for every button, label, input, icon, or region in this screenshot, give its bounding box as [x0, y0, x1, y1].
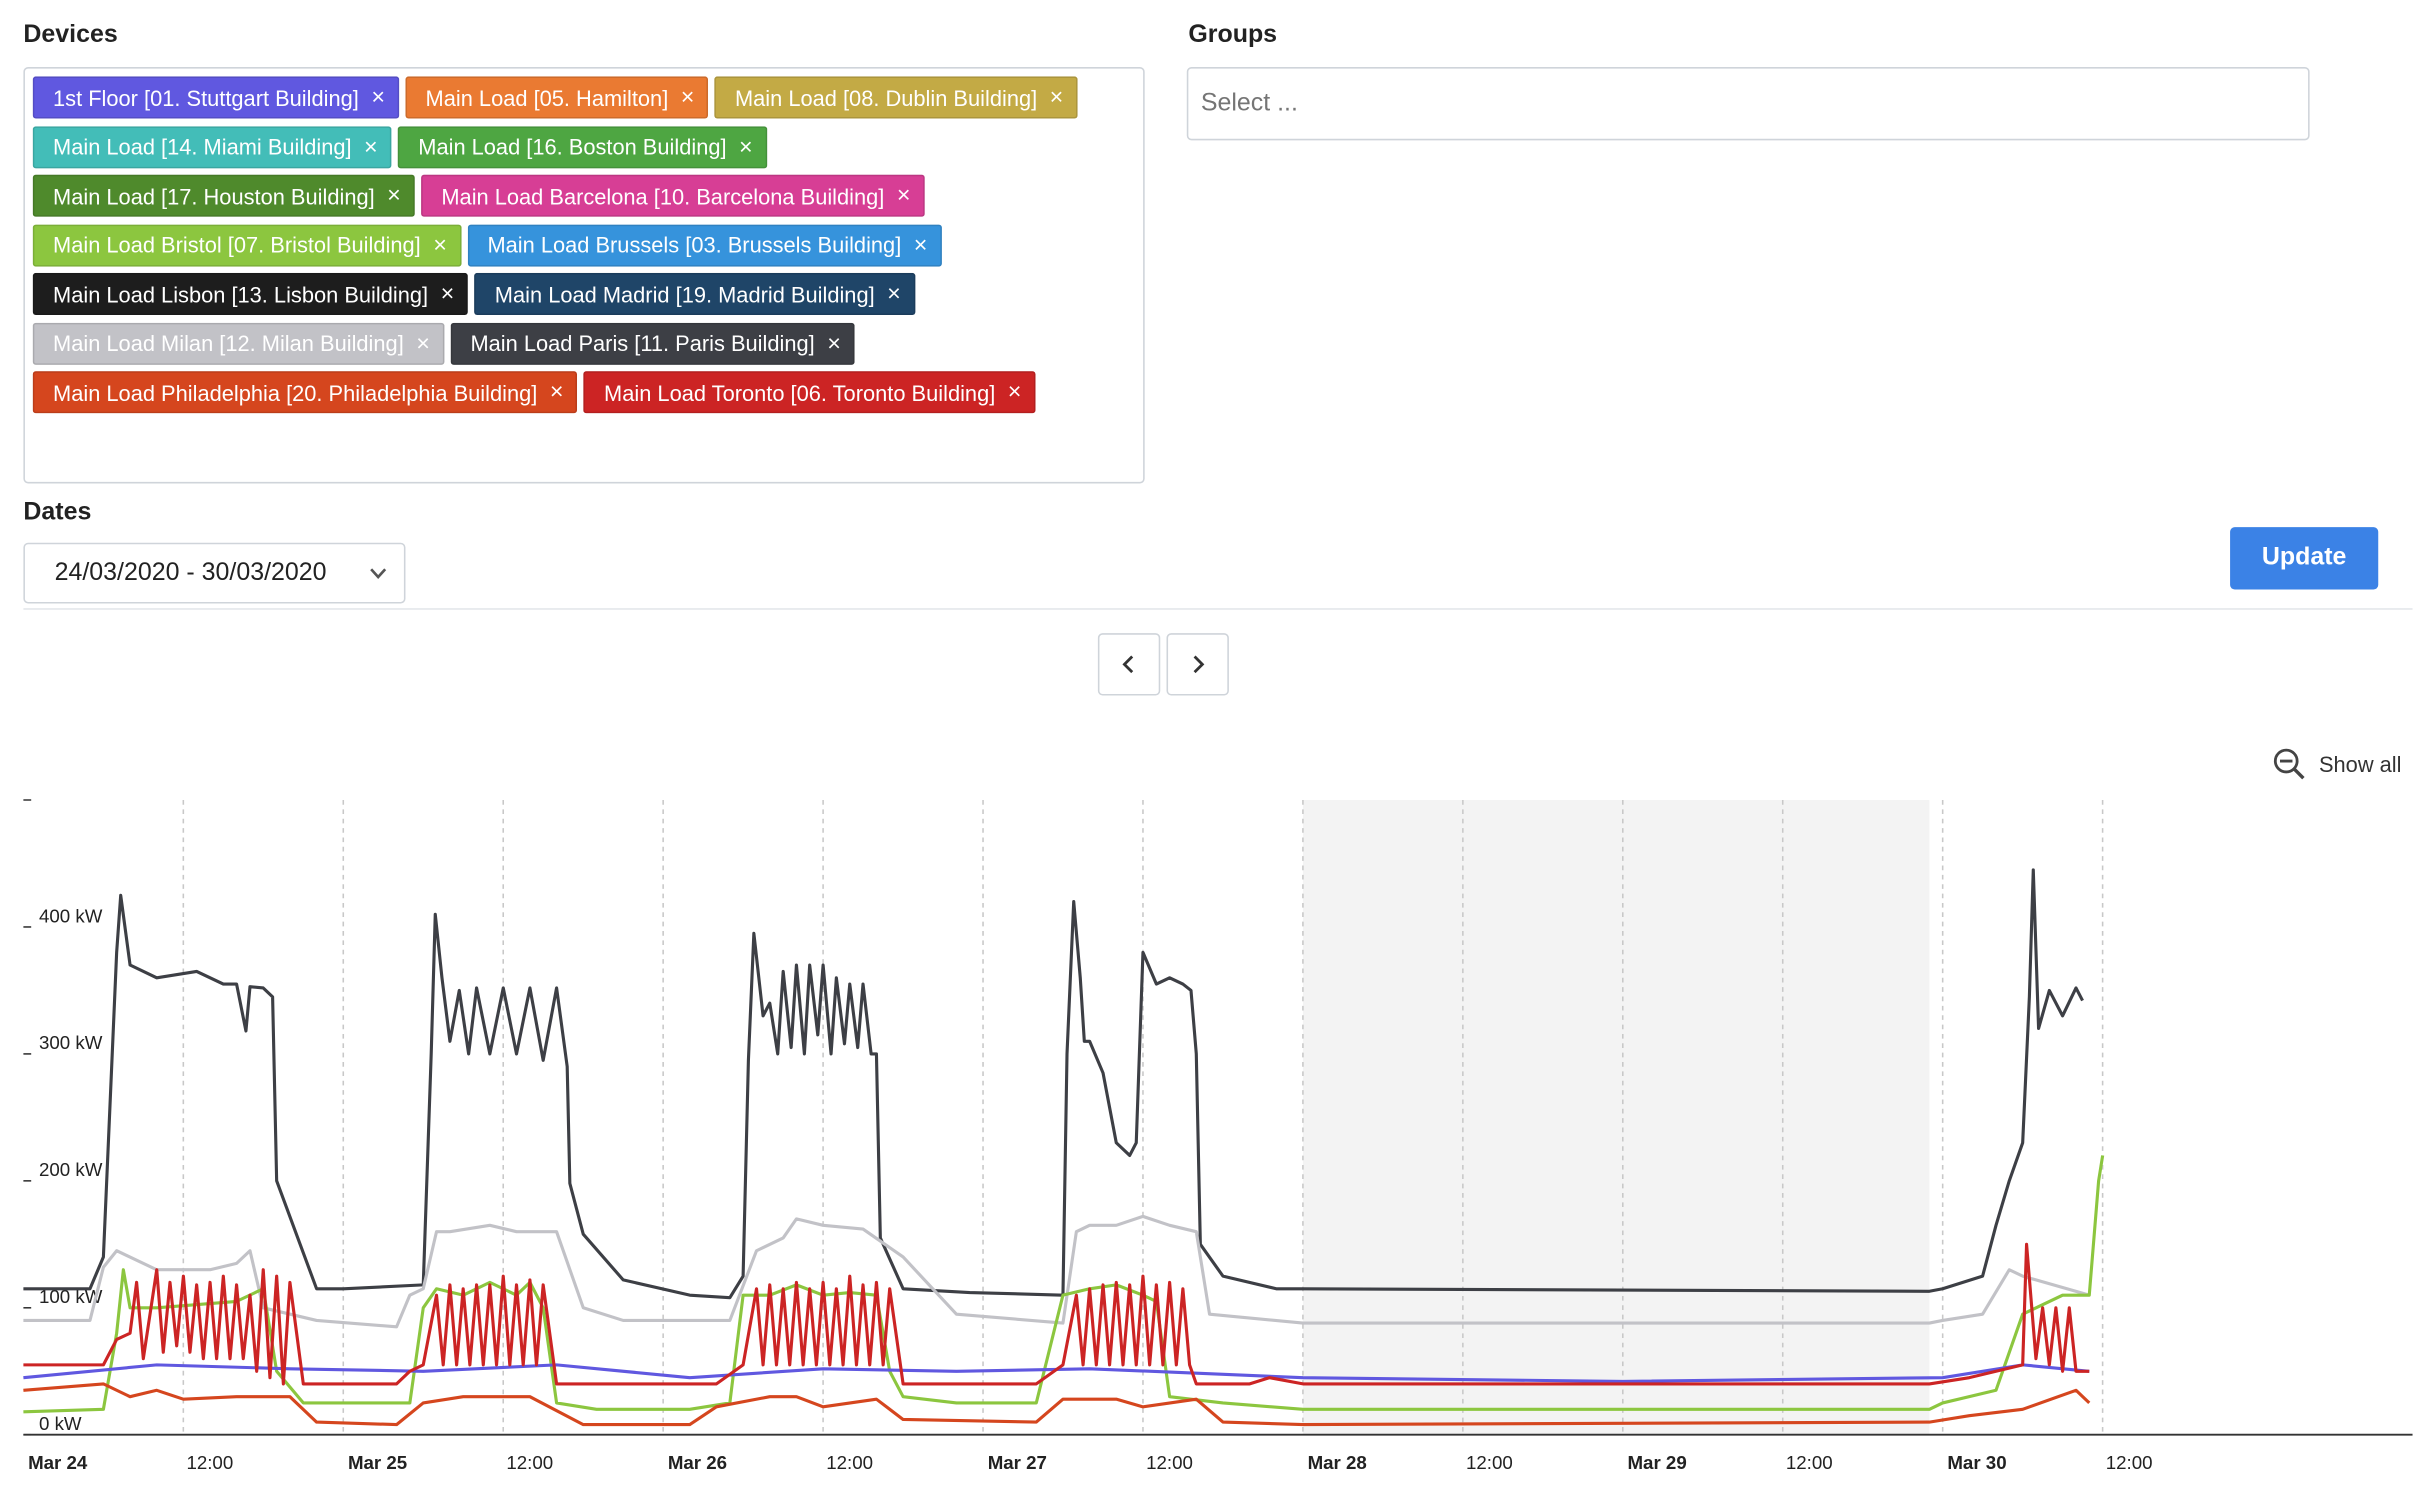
remove-tag-icon[interactable]: × [440, 280, 455, 308]
groups-select[interactable] [1186, 67, 2310, 141]
device-tags: 1st Floor [01. Stuttgart Building] × Main … [32, 76, 1143, 420]
device-tag: Main Load [08. Dublin Building] × [714, 76, 1078, 119]
device-tag-label: Main Load Brussels [03. Brussels Buildin… [487, 232, 902, 258]
remove-tag-icon[interactable]: × [827, 329, 841, 357]
series-line [23, 1242, 2090, 1386]
show-all-button[interactable]: Show all [2272, 747, 2402, 781]
device-tag: Main Load Madrid [19. Madrid Building] × [474, 272, 915, 316]
chevron-left-icon [1122, 655, 1134, 674]
device-tag: Main Load Toronto [06. Toronto Building]… [583, 371, 1036, 414]
device-tag: Main Load Lisbon [13. Lisbon Building] × [32, 272, 469, 316]
device-tag: Main Load [14. Miami Building] × [32, 125, 392, 168]
x-tick-label: 12:00 [1146, 1452, 1193, 1473]
chevron-down-icon [370, 568, 387, 579]
x-tick-label: 12:00 [186, 1452, 233, 1473]
x-tick-label: Mar 25 [348, 1452, 407, 1473]
device-tag-label: Main Load Lisbon [13. Lisbon Building] [53, 281, 429, 307]
remove-tag-icon[interactable]: × [887, 280, 901, 308]
chevron-right-icon [1193, 655, 1205, 674]
y-tick-label: 300 kW [39, 1032, 103, 1053]
next-period-button[interactable] [1166, 633, 1229, 696]
device-tag: Main Load Milan [12. Milan Building] × [32, 322, 444, 365]
remove-tag-icon[interactable]: × [680, 84, 695, 111]
device-tag: Main Load Bristol [07. Bristol Building]… [32, 223, 461, 266]
device-tag-label: Main Load Toronto [06. Toronto Building] [604, 379, 996, 405]
device-tag-label: Main Load [08. Dublin Building] [734, 84, 1038, 110]
remove-tag-icon[interactable]: × [364, 133, 378, 160]
remove-tag-icon[interactable]: × [387, 182, 401, 209]
device-tag: Main Load Paris [11. Paris Building] × [450, 322, 855, 365]
devices-label: Devices [23, 21, 118, 49]
device-tag-label: Main Load Paris [11. Paris Building] [470, 330, 815, 356]
device-tag: Main Load [17. Houston Building] × [32, 174, 415, 217]
y-tick-label: 400 kW [39, 905, 103, 926]
series-line [23, 868, 2084, 1300]
remove-tag-icon[interactable]: × [416, 329, 430, 357]
device-tag-label: Main Load [17. Houston Building] [53, 183, 375, 209]
device-tag-label: Main Load Milan [12. Milan Building] [53, 330, 404, 356]
x-tick-label: Mar 27 [988, 1452, 1047, 1473]
device-tag-label: Main Load [16. Boston Building] [418, 134, 727, 160]
remove-tag-icon[interactable]: × [1049, 84, 1064, 111]
remove-tag-icon[interactable]: × [739, 133, 753, 160]
x-tick-label: Mar 24 [28, 1452, 88, 1473]
date-range-picker[interactable]: 24/03/2020 - 30/03/2020 [23, 542, 406, 604]
show-all-label: Show all [2318, 751, 2402, 777]
device-tag: Main Load Brussels [03. Brussels Buildin… [467, 223, 942, 266]
device-tag: Main Load [05. Hamilton] × [405, 76, 709, 119]
series-line [23, 1382, 2091, 1427]
weekend-shading [1302, 800, 1930, 1435]
x-tick-label: Mar 26 [668, 1452, 727, 1473]
device-tag: 1st Floor [01. Stuttgart Building] × [32, 76, 400, 119]
remove-tag-icon[interactable]: × [913, 231, 928, 259]
remove-tag-icon[interactable]: × [371, 84, 386, 111]
remove-tag-icon[interactable]: × [549, 378, 564, 406]
series-line [23, 1214, 2090, 1329]
device-tag-label: Main Load Madrid [19. Madrid Building] [494, 281, 875, 307]
device-tag-label: Main Load [14. Miami Building] [53, 134, 352, 160]
date-range-value: 24/03/2020 - 30/03/2020 [54, 559, 327, 586]
device-tag-label: Main Load Philadelphia [20. Philadelphia… [53, 379, 538, 405]
remove-tag-icon[interactable]: × [433, 231, 447, 259]
device-tag-label: 1st Floor [01. Stuttgart Building] [53, 84, 359, 110]
remove-tag-icon[interactable]: × [1007, 378, 1022, 406]
series-line [23, 1363, 2090, 1383]
x-tick-label: 12:00 [506, 1452, 553, 1473]
devices-multiselect[interactable]: 1st Floor [01. Stuttgart Building] × Main … [23, 67, 1145, 484]
y-tick-label: 100 kW [39, 1286, 103, 1307]
y-tick-label: 0 kW [39, 1413, 82, 1434]
groups-label: Groups [1188, 21, 1278, 49]
device-tag: Main Load [16. Boston Building] × [397, 125, 767, 168]
x-tick-label: Mar 30 [1947, 1452, 2006, 1473]
x-tick-label: 12:00 [1786, 1452, 1833, 1473]
remove-tag-icon[interactable]: × [896, 182, 911, 209]
divider [23, 608, 2413, 610]
device-tag: Main Load Barcelona [10. Barcelona Build… [421, 174, 925, 217]
dates-label: Dates [23, 499, 92, 526]
x-tick-label: 12:00 [2106, 1452, 2153, 1473]
device-tag-label: Main Load [05. Hamilton] [425, 84, 669, 110]
device-tag: Main Load Philadelphia [20. Philadelphia… [32, 371, 578, 414]
x-tick-label: Mar 28 [1308, 1452, 1367, 1473]
x-tick-label: 12:00 [1466, 1452, 1513, 1473]
update-button[interactable]: Update [2230, 527, 2379, 590]
device-tag-label: Main Load Bristol [07. Bristol Building] [53, 232, 421, 258]
x-tick-label: 12:00 [826, 1452, 873, 1473]
device-tag-label: Main Load Barcelona [10. Barcelona Build… [441, 183, 885, 209]
zoom-out-icon [2273, 748, 2305, 780]
y-tick-label: 200 kW [39, 1159, 103, 1180]
load-chart[interactable]: Mar 24 12:00 Mar 25 12:00 Mar 26 12:00 Mar 27 1… [0, 788, 2414, 1497]
x-tick-label: Mar 29 [1627, 1452, 1686, 1473]
previous-period-button[interactable] [1097, 633, 1161, 696]
